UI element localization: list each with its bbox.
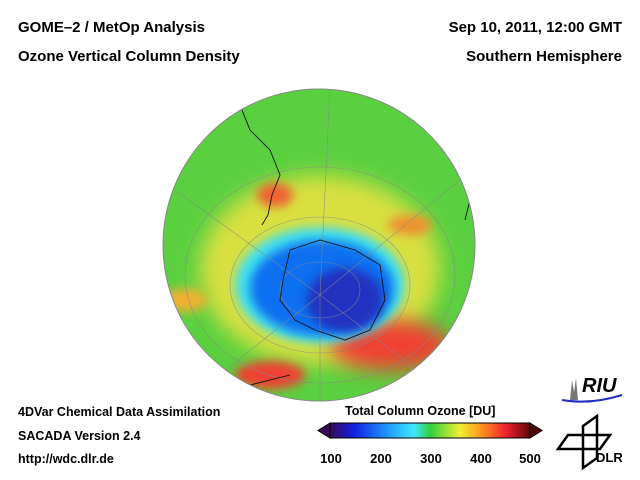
title-line2: Ozone Vertical Column Density xyxy=(18,48,240,65)
method-label: 4DVar Chemical Data Assimilation xyxy=(18,405,221,419)
colorbar xyxy=(317,422,543,439)
colorbar-tick: 300 xyxy=(420,451,442,466)
date-label: Sep 10, 2011, 12:00 GMT xyxy=(448,19,622,36)
dlr-logo xyxy=(555,413,613,471)
version-label: SACADA Version 2.4 xyxy=(18,429,141,443)
dlr-logo-text: DLR xyxy=(596,450,623,465)
riu-logo xyxy=(561,378,623,403)
title-line1: GOME–2 / MetOp Analysis xyxy=(18,19,205,36)
colorbar-tick: 500 xyxy=(519,451,541,466)
colorbar-tick: 100 xyxy=(320,451,342,466)
website-link[interactable]: http://wdc.dlr.de xyxy=(18,452,114,466)
riu-logo-text: RIU xyxy=(582,375,617,397)
region-label: Southern Hemisphere xyxy=(466,48,622,65)
colorbar-title: Total Column Ozone [DU] xyxy=(345,404,496,418)
colorbar-tick: 200 xyxy=(370,451,392,466)
colorbar-tick: 400 xyxy=(470,451,492,466)
